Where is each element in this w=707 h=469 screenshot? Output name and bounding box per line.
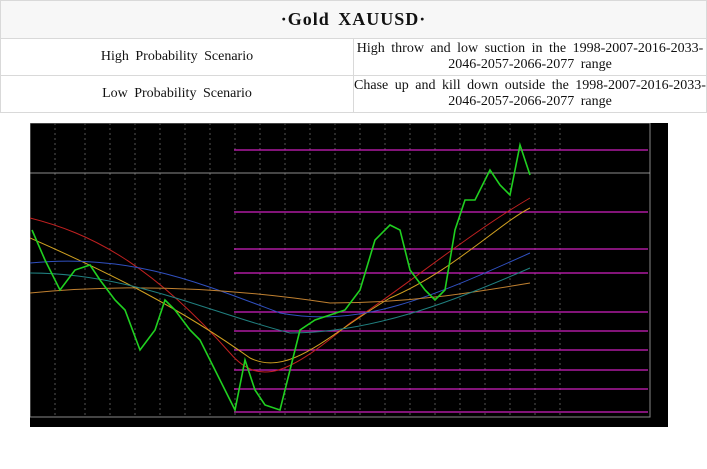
moving-averages [30,197,531,373]
table-row: Low Probability Scenario Chase up and ki… [0,75,707,113]
scenario-table: ·Gold XAUUSD· High Probability Scenario … [0,0,707,113]
plot-frame [30,123,651,418]
scenario-label: Low Probability Scenario [0,75,354,113]
table-row: High Probability Scenario High throw and… [0,38,707,76]
scenario-text: High throw and low suction in the 1998-2… [353,38,707,76]
price-path [31,141,531,413]
scenario-text: Chase up and kill down outside the 1998-… [353,75,707,113]
chart-image [30,123,668,427]
scenario-label: High Probability Scenario [0,38,354,76]
title-row: ·Gold XAUUSD· [0,0,707,39]
level-lines [234,149,648,413]
title: ·Gold XAUUSD· [0,0,707,39]
chart-background [30,123,668,427]
axis-decoration [651,123,668,427]
